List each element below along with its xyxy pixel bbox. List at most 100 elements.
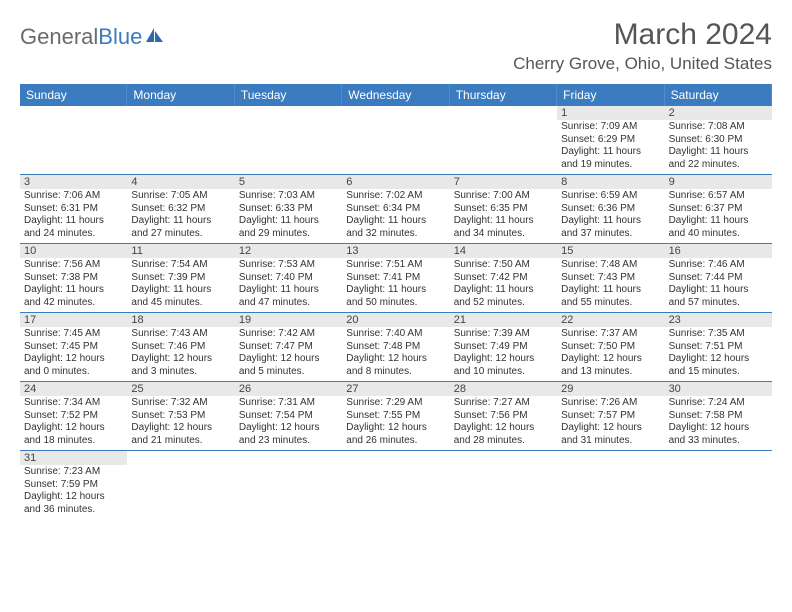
week-row: Sunrise: 7:23 AMSunset: 7:59 PMDaylight:… bbox=[20, 465, 772, 519]
day-detail-line: and 45 minutes. bbox=[131, 297, 230, 310]
day-detail-line: Sunrise: 6:59 AM bbox=[561, 190, 660, 203]
day-detail-line: Sunrise: 7:54 AM bbox=[131, 259, 230, 272]
day-number bbox=[450, 106, 557, 120]
day-number-row: 12 bbox=[20, 106, 772, 120]
day-detail-line: Sunrise: 7:23 AM bbox=[24, 466, 123, 479]
day-number: 29 bbox=[557, 382, 664, 396]
day-number: 11 bbox=[127, 244, 234, 258]
day-cell: Sunrise: 7:29 AMSunset: 7:55 PMDaylight:… bbox=[342, 396, 449, 450]
day-detail-line: Sunset: 6:30 PM bbox=[669, 134, 768, 147]
day-detail-line: and 26 minutes. bbox=[346, 435, 445, 448]
day-detail-line: Sunset: 7:55 PM bbox=[346, 410, 445, 423]
day-number: 27 bbox=[342, 382, 449, 396]
day-detail-line: and 3 minutes. bbox=[131, 366, 230, 379]
day-detail-line: Sunset: 6:33 PM bbox=[239, 203, 338, 216]
day-detail-line: Sunset: 7:46 PM bbox=[131, 341, 230, 354]
day-detail-line: and 23 minutes. bbox=[239, 435, 338, 448]
day-detail-line: and 50 minutes. bbox=[346, 297, 445, 310]
day-detail-line: Daylight: 11 hours bbox=[131, 284, 230, 297]
day-cell: Sunrise: 7:32 AMSunset: 7:53 PMDaylight:… bbox=[127, 396, 234, 450]
day-number: 12 bbox=[235, 244, 342, 258]
day-number: 15 bbox=[557, 244, 664, 258]
day-detail-line: and 5 minutes. bbox=[239, 366, 338, 379]
day-number: 24 bbox=[20, 382, 127, 396]
day-detail-line: Daylight: 11 hours bbox=[346, 215, 445, 228]
day-detail-line: Sunset: 7:48 PM bbox=[346, 341, 445, 354]
day-detail-line: Sunset: 7:51 PM bbox=[669, 341, 768, 354]
weekday-header: Tuesday bbox=[235, 84, 342, 106]
day-detail-line: and 33 minutes. bbox=[669, 435, 768, 448]
day-cell bbox=[450, 465, 557, 519]
day-detail-line: Sunrise: 7:46 AM bbox=[669, 259, 768, 272]
day-number: 21 bbox=[450, 313, 557, 327]
day-number bbox=[557, 451, 664, 465]
day-detail-line: Sunrise: 7:29 AM bbox=[346, 397, 445, 410]
day-detail-line: Daylight: 12 hours bbox=[346, 422, 445, 435]
logo-text-gray: General bbox=[20, 24, 98, 50]
day-detail-line: Daylight: 11 hours bbox=[239, 284, 338, 297]
day-number-row: 17181920212223 bbox=[20, 313, 772, 327]
day-detail-line: Sunrise: 7:48 AM bbox=[561, 259, 660, 272]
day-detail-line: and 15 minutes. bbox=[669, 366, 768, 379]
day-detail-line: Sunrise: 7:05 AM bbox=[131, 190, 230, 203]
day-detail-line: and 42 minutes. bbox=[24, 297, 123, 310]
day-cell: Sunrise: 7:09 AMSunset: 6:29 PMDaylight:… bbox=[557, 120, 664, 174]
day-detail-line: Daylight: 11 hours bbox=[239, 215, 338, 228]
day-detail-line: Sunset: 7:52 PM bbox=[24, 410, 123, 423]
day-detail-line: Sunset: 7:44 PM bbox=[669, 272, 768, 285]
day-cell: Sunrise: 7:40 AMSunset: 7:48 PMDaylight:… bbox=[342, 327, 449, 381]
day-detail-line: Daylight: 12 hours bbox=[669, 353, 768, 366]
week-row: Sunrise: 7:06 AMSunset: 6:31 PMDaylight:… bbox=[20, 189, 772, 244]
day-detail-line: Sunrise: 7:43 AM bbox=[131, 328, 230, 341]
weekday-header: Friday bbox=[557, 84, 664, 106]
day-detail-line: Sunrise: 7:24 AM bbox=[669, 397, 768, 410]
day-detail-line: Daylight: 12 hours bbox=[454, 422, 553, 435]
day-cell: Sunrise: 7:43 AMSunset: 7:46 PMDaylight:… bbox=[127, 327, 234, 381]
day-detail-line: Daylight: 12 hours bbox=[131, 422, 230, 435]
day-detail-line: and 18 minutes. bbox=[24, 435, 123, 448]
week-row: Sunrise: 7:45 AMSunset: 7:45 PMDaylight:… bbox=[20, 327, 772, 382]
day-cell: Sunrise: 7:37 AMSunset: 7:50 PMDaylight:… bbox=[557, 327, 664, 381]
day-detail-line: Sunset: 6:37 PM bbox=[669, 203, 768, 216]
day-detail-line: Daylight: 12 hours bbox=[561, 422, 660, 435]
day-cell bbox=[235, 120, 342, 174]
day-number: 31 bbox=[20, 451, 127, 465]
week-row: Sunrise: 7:34 AMSunset: 7:52 PMDaylight:… bbox=[20, 396, 772, 451]
day-number bbox=[127, 451, 234, 465]
day-detail-line: and 13 minutes. bbox=[561, 366, 660, 379]
day-detail-line: Sunset: 6:31 PM bbox=[24, 203, 123, 216]
day-number: 26 bbox=[235, 382, 342, 396]
day-detail-line: Sunrise: 7:39 AM bbox=[454, 328, 553, 341]
day-detail-line: Daylight: 11 hours bbox=[454, 284, 553, 297]
day-detail-line: Sunrise: 7:26 AM bbox=[561, 397, 660, 410]
day-number bbox=[235, 451, 342, 465]
weekday-header-row: SundayMondayTuesdayWednesdayThursdayFrid… bbox=[20, 84, 772, 106]
day-number: 6 bbox=[342, 175, 449, 189]
day-number: 5 bbox=[235, 175, 342, 189]
day-number: 25 bbox=[127, 382, 234, 396]
day-cell: Sunrise: 7:56 AMSunset: 7:38 PMDaylight:… bbox=[20, 258, 127, 312]
day-number bbox=[20, 106, 127, 120]
day-cell: Sunrise: 7:24 AMSunset: 7:58 PMDaylight:… bbox=[665, 396, 772, 450]
day-cell bbox=[450, 120, 557, 174]
calendar: SundayMondayTuesdayWednesdayThursdayFrid… bbox=[20, 84, 772, 519]
weekday-header: Wednesday bbox=[342, 84, 449, 106]
day-cell: Sunrise: 7:00 AMSunset: 6:35 PMDaylight:… bbox=[450, 189, 557, 243]
day-cell: Sunrise: 6:57 AMSunset: 6:37 PMDaylight:… bbox=[665, 189, 772, 243]
day-detail-line: Sunset: 6:35 PM bbox=[454, 203, 553, 216]
day-number bbox=[127, 106, 234, 120]
day-detail-line: and 57 minutes. bbox=[669, 297, 768, 310]
day-cell bbox=[20, 120, 127, 174]
day-detail-line: Daylight: 12 hours bbox=[454, 353, 553, 366]
day-detail-line: and 55 minutes. bbox=[561, 297, 660, 310]
day-number: 4 bbox=[127, 175, 234, 189]
day-number-row: 31 bbox=[20, 451, 772, 465]
day-detail-line: and 28 minutes. bbox=[454, 435, 553, 448]
day-detail-line: Sunrise: 7:32 AM bbox=[131, 397, 230, 410]
week-row: Sunrise: 7:56 AMSunset: 7:38 PMDaylight:… bbox=[20, 258, 772, 313]
day-number: 30 bbox=[665, 382, 772, 396]
day-detail-line: Sunrise: 7:45 AM bbox=[24, 328, 123, 341]
day-detail-line: and 31 minutes. bbox=[561, 435, 660, 448]
day-detail-line: Sunset: 7:38 PM bbox=[24, 272, 123, 285]
day-cell bbox=[127, 465, 234, 519]
